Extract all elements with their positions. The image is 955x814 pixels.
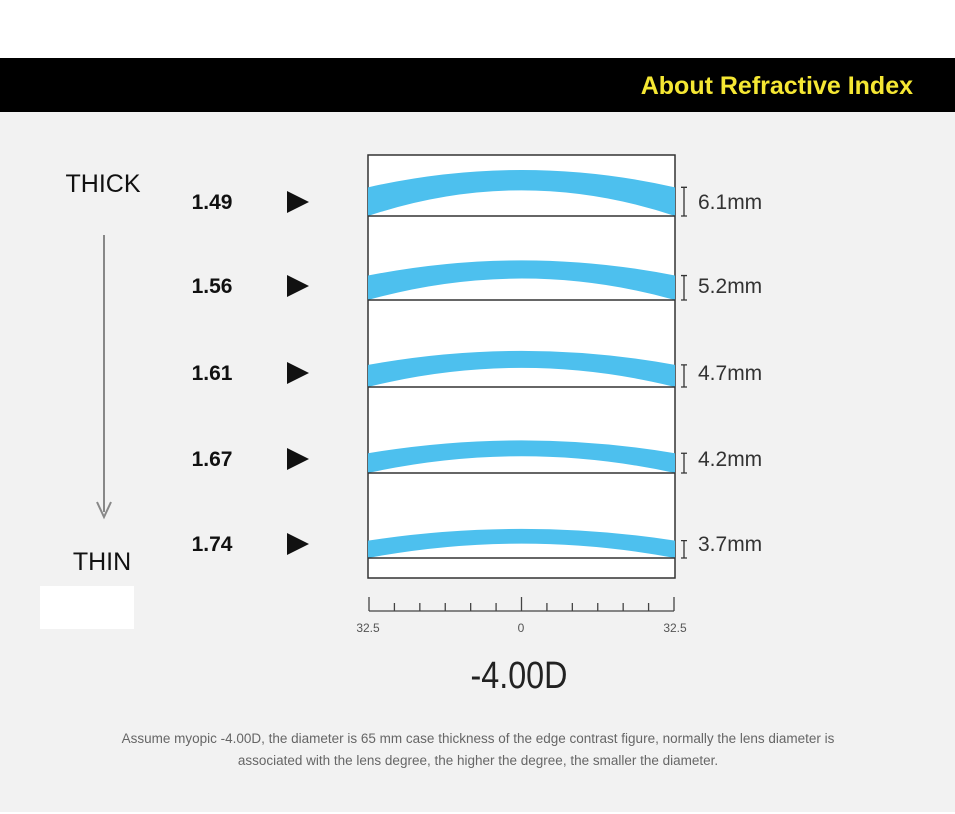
scale-label: 0 bbox=[518, 621, 525, 635]
thickness-label: 3.7mm bbox=[698, 533, 762, 556]
thickness-marker bbox=[681, 452, 687, 474]
header-title: About Refractive Index bbox=[641, 72, 913, 100]
thickness-label: 5.2mm bbox=[698, 275, 762, 298]
header-bar bbox=[0, 58, 955, 112]
lens bbox=[368, 350, 675, 387]
refractive-index: 1.74 bbox=[192, 533, 233, 556]
footnote: Assume myopic -4.00D, the diameter is 65… bbox=[121, 731, 835, 768]
refractive-index: 1.49 bbox=[192, 191, 233, 214]
thickness-marker bbox=[681, 186, 687, 217]
thin-label: THIN bbox=[73, 548, 131, 576]
refractive-index: 1.67 bbox=[192, 448, 233, 471]
lens bbox=[368, 260, 675, 300]
pointer-triangle bbox=[287, 362, 309, 384]
scale-label: 32.5 bbox=[356, 621, 380, 635]
thickness-marker bbox=[681, 274, 687, 301]
lens bbox=[368, 440, 675, 473]
power-label: -4.00D bbox=[471, 655, 568, 697]
refractive-index: 1.56 bbox=[192, 275, 233, 298]
thickness-label: 4.7mm bbox=[698, 362, 762, 385]
pointer-triangle bbox=[287, 191, 309, 213]
blank-box bbox=[40, 586, 134, 629]
scale-label: 32.5 bbox=[663, 621, 687, 635]
arrow-head bbox=[96, 501, 112, 520]
refractive-index: 1.61 bbox=[192, 362, 233, 385]
thickness-marker bbox=[681, 364, 687, 388]
pointer-triangle bbox=[287, 533, 309, 555]
ruler bbox=[368, 597, 675, 612]
pointer-triangle bbox=[287, 275, 309, 297]
lens bbox=[368, 528, 675, 558]
thickness-marker bbox=[681, 539, 687, 559]
thickness-label: 6.1mm bbox=[698, 191, 762, 214]
thickness-label: 4.2mm bbox=[698, 448, 762, 471]
thick-label: THICK bbox=[66, 170, 141, 198]
pointer-triangle bbox=[287, 448, 309, 470]
lens bbox=[368, 169, 675, 216]
